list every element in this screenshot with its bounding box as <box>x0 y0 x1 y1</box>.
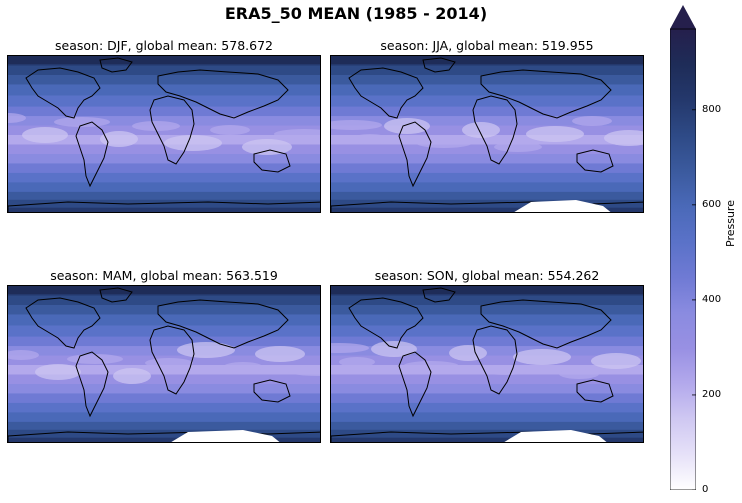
colorbar-extend-arrow <box>670 5 696 29</box>
map-jja <box>330 55 644 213</box>
colorbar-gradient <box>670 28 696 490</box>
panel-title-son: season: SON, global mean: 554.262 <box>374 268 600 283</box>
colorbar-tick-label: 400 <box>702 293 722 305</box>
pressure-field <box>331 286 643 442</box>
colorbar-label: Pressure <box>724 200 737 247</box>
colorbar-tick-label: 200 <box>702 388 722 400</box>
panel-title-mam: season: MAM, global mean: 563.519 <box>50 268 278 283</box>
pressure-field <box>8 286 320 442</box>
colorbar-tick-label: 800 <box>702 103 722 115</box>
panel-title-djf: season: DJF, global mean: 578.672 <box>55 38 273 53</box>
map-son <box>330 285 644 443</box>
colorbar-tick-label: 600 <box>702 198 722 210</box>
map-mam <box>7 285 321 443</box>
colorbar-tick-label: 0 <box>702 484 709 495</box>
figure-title: ERA5_50 MEAN (1985 - 2014) <box>224 4 488 23</box>
pressure-field <box>331 56 643 212</box>
pressure-field <box>8 56 320 212</box>
colorbar <box>670 5 696 490</box>
panel-title-jja: season: JJA, global mean: 519.955 <box>380 38 594 53</box>
map-djf <box>7 55 321 213</box>
colorbar-ticks <box>692 109 696 490</box>
